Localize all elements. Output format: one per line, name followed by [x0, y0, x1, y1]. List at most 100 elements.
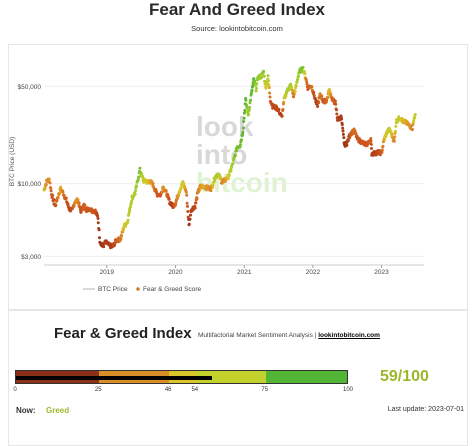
x-tick-label: 2023: [374, 269, 389, 276]
fg-score-point: [185, 201, 189, 205]
fg-score-point: [345, 143, 349, 147]
fg-score-point: [380, 151, 384, 154]
fg-score-point: [62, 193, 66, 197]
page-title: Fear And Greed Index: [148, 0, 326, 19]
fg-score-point: [186, 210, 190, 213]
fg-score-point: [329, 92, 333, 96]
fear-greed-subtitle: Multifactorial Market Sentiment Analysis…: [198, 332, 380, 339]
x-tick-label: 2020: [168, 269, 183, 276]
x-tick-label: 2019: [100, 269, 115, 276]
chart-grid: [44, 85, 424, 257]
fg-score-point: [241, 130, 245, 134]
fg-score-point: [282, 100, 286, 104]
fg-score-point: [354, 131, 358, 135]
fg-score-point: [183, 185, 187, 189]
fg-score-point: [64, 196, 68, 200]
fg-score-point: [83, 204, 87, 208]
fg-score-point: [195, 197, 199, 201]
fg-score-point: [129, 202, 133, 205]
fg-score-point: [294, 84, 298, 88]
fg-score-point: [305, 82, 309, 86]
fg-score-point: [179, 186, 183, 190]
fg-score-point: [264, 84, 268, 88]
chart-legend: BTC Price Fear & Greed Score: [83, 286, 202, 293]
fg-score-point: [255, 86, 258, 90]
fg-score-point: [284, 94, 288, 98]
fg-score-point: [209, 189, 213, 193]
fg-score-point: [380, 148, 384, 152]
fg-score-point: [312, 94, 316, 98]
fg-score-point: [229, 168, 233, 171]
fg-score-point: [72, 204, 76, 208]
fg-score-point: [249, 91, 253, 95]
fg-score-point: [316, 105, 320, 108]
fg-score-point: [244, 98, 248, 102]
fg-score-point: [370, 147, 373, 150]
y-tick-label: $50,000: [18, 84, 42, 91]
fg-score-point: [140, 172, 144, 176]
fg-score-point: [280, 114, 284, 118]
fg-score-point: [77, 201, 81, 205]
fg-score-point: [310, 85, 314, 89]
fg-score-point: [119, 237, 123, 241]
fg-score-point: [239, 143, 242, 147]
y-axis-label: BTC Price (USD): [9, 137, 16, 186]
fg-score-point: [56, 196, 60, 199]
fear-greed-score: 59/100: [380, 368, 429, 385]
fg-score-point: [185, 193, 189, 197]
fg-score-point: [242, 111, 246, 115]
fg-score-point: [263, 79, 267, 83]
btc-fear-greed-chart: lookintobitcoin $3,000 $10,000 $50,000 2019…: [9, 66, 424, 293]
fg-score-point: [98, 236, 101, 240]
fg-score-point: [241, 132, 245, 136]
gauge-score-bar: [16, 376, 213, 380]
fg-score-point: [275, 105, 279, 109]
fg-score-point: [133, 192, 137, 196]
fg-score-point: [102, 245, 106, 249]
fg-score-point: [413, 113, 417, 116]
fg-score-point: [126, 218, 130, 222]
fg-score-point: [254, 89, 258, 93]
now-label: Now:: [16, 406, 36, 415]
fg-score-point: [242, 120, 246, 123]
fear-greed-gauge: [15, 370, 348, 384]
fg-score-point: [333, 99, 337, 103]
fg-score-point: [96, 217, 100, 220]
fg-score-point: [260, 75, 263, 79]
fg-score-point: [277, 107, 281, 111]
now-value: Greed: [46, 406, 70, 415]
fg-score-point: [240, 138, 243, 142]
fg-score-point: [267, 79, 270, 83]
fg-score-point: [59, 185, 63, 189]
gauge-tick-label: 100: [342, 387, 354, 393]
fg-score-point: [340, 117, 344, 121]
fg-score-point: [162, 186, 166, 190]
fg-score-point: [54, 203, 58, 207]
fg-score-point: [186, 204, 189, 208]
fg-score-point: [129, 204, 132, 208]
fg-score-point: [255, 82, 259, 86]
chart-card: [8, 44, 468, 310]
fg-score-point: [334, 102, 338, 106]
fg-score-point: [341, 129, 345, 133]
fg-score-point: [235, 149, 239, 153]
source-link[interactable]: lookintobitcoin.com: [318, 332, 380, 339]
fg-score-point: [79, 210, 83, 214]
fg-score-point: [378, 153, 382, 157]
fg-score-point: [393, 129, 397, 133]
gauge-tick-label: 46: [164, 387, 172, 393]
fg-score-point: [262, 74, 266, 78]
chart-axes: $3,000 $10,000 $50,000 2019 2020 2021 2022 2023…: [9, 84, 424, 276]
fg-score-point: [411, 128, 414, 131]
fg-score-point: [335, 112, 339, 116]
fg-score-point: [281, 108, 285, 111]
fg-score-point: [326, 95, 330, 99]
fg-score-point: [268, 95, 272, 99]
fg-score-point: [187, 222, 191, 226]
fg-score-point: [412, 119, 416, 123]
fg-score-point: [76, 198, 80, 202]
fg-score-point: [55, 199, 59, 203]
fg-score-point: [135, 184, 139, 188]
fg-score-point: [188, 217, 192, 221]
legend-btc-price-label: BTC Price: [98, 286, 128, 293]
